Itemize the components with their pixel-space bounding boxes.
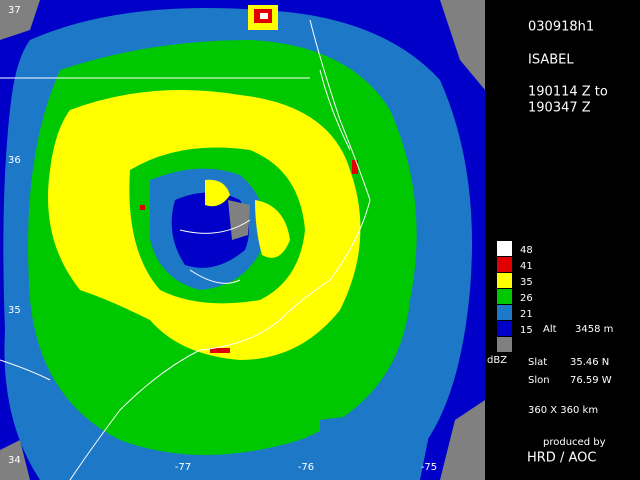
legend-label: 21: [520, 309, 533, 320]
time-from: 190114 Z to: [528, 85, 608, 100]
altitude-label: Alt: [543, 324, 557, 335]
legend-label: 26: [520, 293, 533, 304]
legend-label: 41: [520, 261, 533, 272]
credit-line2: HRD / AOC: [527, 451, 596, 466]
lon-label: -75: [421, 462, 437, 473]
longitude-labels: -77 -76 -75: [175, 462, 437, 473]
storm-name: ISABEL: [528, 53, 574, 68]
legend-swatch: [497, 289, 512, 304]
slon-value: 76.59 W: [570, 375, 612, 386]
legend-label: 48: [520, 245, 533, 256]
latitude-labels: 37 36 35 34: [8, 5, 21, 466]
flight-id: 030918h1: [528, 20, 594, 35]
legend-swatch: [497, 241, 512, 256]
legend-label: 35: [520, 277, 533, 288]
altitude-value: 3458 m: [575, 324, 613, 335]
legend-swatch: [497, 257, 512, 272]
radar-map: [0, 0, 485, 480]
lon-label: -76: [298, 462, 314, 473]
color-legend: 48 41 35 26 21 15: [497, 241, 533, 352]
lat-label: 35: [8, 305, 21, 316]
time-to: 190347 Z: [528, 101, 591, 116]
lat-label: 37: [8, 5, 21, 16]
slat-value: 35.46 N: [570, 357, 609, 368]
lon-label: -77: [175, 462, 191, 473]
credit-line1: produced by: [543, 437, 606, 448]
lat-label: 36: [8, 155, 21, 166]
lat-label: 34: [8, 455, 21, 466]
legend-swatch: [497, 305, 512, 320]
legend-swatch: [497, 273, 512, 288]
legend-swatch: [497, 321, 512, 336]
legend-label: 15: [520, 325, 533, 336]
slat-label: Slat: [528, 357, 547, 368]
legend-unit: dBZ: [487, 355, 507, 366]
slon-label: Slon: [528, 375, 550, 386]
domain-size: 360 X 360 km: [528, 405, 598, 416]
legend-swatch: [497, 337, 512, 352]
